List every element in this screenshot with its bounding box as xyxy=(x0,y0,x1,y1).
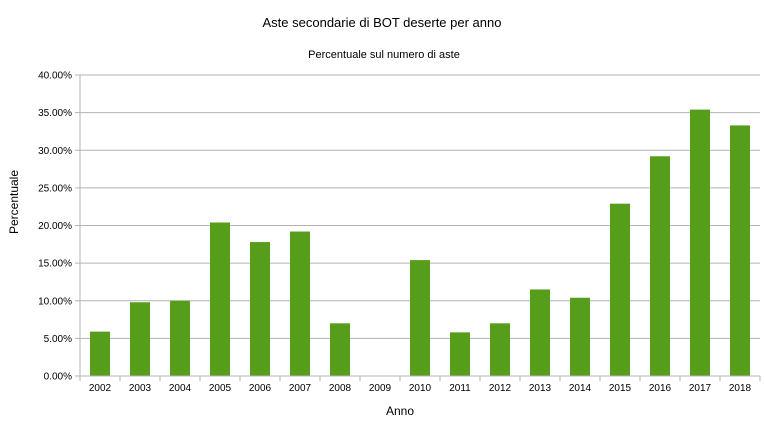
y-tick-label: 25.00% xyxy=(38,183,72,194)
bar-2008 xyxy=(330,323,350,376)
bar-2011 xyxy=(450,332,470,376)
bar-2007 xyxy=(290,231,310,376)
y-tick-label: 0.00% xyxy=(44,372,72,383)
y-axis-label: Percentuale xyxy=(7,170,21,234)
x-axis-label: Anno xyxy=(386,404,414,418)
bar-2010 xyxy=(410,260,430,376)
y-tick-label: 20.00% xyxy=(38,221,72,232)
x-tick-label: 2003 xyxy=(129,383,152,394)
x-tick-label: 2012 xyxy=(489,383,512,394)
x-tick-label: 2010 xyxy=(409,383,432,394)
bar-2002 xyxy=(90,331,110,376)
y-tick-label: 35.00% xyxy=(38,108,72,119)
y-tick-label: 5.00% xyxy=(44,334,72,345)
bar-2005 xyxy=(210,222,230,376)
x-tick-label: 2016 xyxy=(649,383,672,394)
x-tick-label: 2017 xyxy=(689,383,712,394)
y-tick-label: 30.00% xyxy=(38,146,72,157)
x-tick-label: 2008 xyxy=(329,383,352,394)
y-tick-label: 40.00% xyxy=(38,71,72,82)
chart-title: Aste secondarie di BOT deserte per anno xyxy=(263,15,502,30)
bar-2006 xyxy=(250,242,270,376)
bar-2013 xyxy=(530,289,550,376)
bar-2015 xyxy=(610,203,630,376)
x-tick-label: 2004 xyxy=(169,383,192,394)
y-tick-label: 10.00% xyxy=(38,296,72,307)
x-tick-label: 2013 xyxy=(529,383,552,394)
bar-2017 xyxy=(690,109,710,377)
bars xyxy=(90,109,750,377)
x-tick-labels: 2002 2003 2004 2005 2006 2007 2008 2009 2010 2011… xyxy=(89,383,752,394)
x-tick-label: 2014 xyxy=(569,383,592,394)
y-tick-label: 15.00% xyxy=(38,259,72,270)
bar-2014 xyxy=(570,297,590,376)
bar-2012 xyxy=(490,323,510,376)
x-tick-label: 2005 xyxy=(209,383,232,394)
x-tick-label: 2011 xyxy=(449,383,471,394)
y-tick-labels: 0.00% 5.00% 10.00% 15.00% 20.00% 25.00% 30.00%… xyxy=(38,71,72,383)
axes xyxy=(79,75,761,381)
x-tick-label: 2006 xyxy=(249,383,272,394)
bar-2003 xyxy=(130,302,150,376)
x-tick-label: 2002 xyxy=(89,383,112,394)
bar-2018 xyxy=(730,125,750,376)
x-tick-label: 2007 xyxy=(289,383,312,394)
x-tick-label: 2015 xyxy=(609,383,632,394)
x-tick-label: 2018 xyxy=(729,383,752,394)
x-tick-label: 2009 xyxy=(369,383,392,394)
chart-subtitle: Percentuale sul numero di aste xyxy=(308,49,460,61)
bar-2016 xyxy=(650,156,670,376)
bar-2004 xyxy=(170,300,190,376)
